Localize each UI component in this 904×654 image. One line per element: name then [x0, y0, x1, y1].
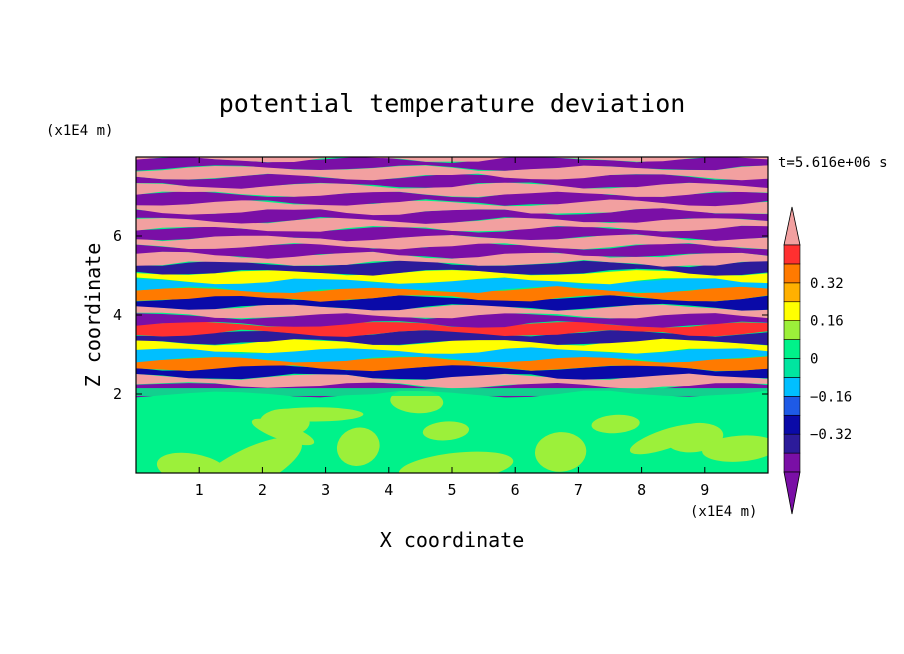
colorbar-extend-low	[783, 471, 801, 515]
y-tick-label: 2	[113, 385, 122, 403]
colorbar-bin	[783, 320, 801, 340]
field-band	[136, 277, 768, 293]
field-band	[136, 269, 768, 285]
field-band	[136, 225, 768, 242]
time-label: t=5.616e+06 s	[778, 155, 888, 171]
plot-area	[136, 157, 768, 473]
colorbar-label: 0.32	[810, 276, 844, 292]
field-patch	[629, 424, 702, 455]
colorbar-bin	[783, 358, 801, 378]
field-patch	[156, 452, 230, 473]
field-band	[136, 165, 768, 181]
colorbar: 0.32 0.16 0 −0.16 −0.32	[783, 206, 852, 515]
x-tick-label: 2	[258, 481, 267, 499]
y-axis-ticks: 2 4 6	[113, 227, 768, 403]
x-tick-label: 3	[321, 481, 330, 499]
colorbar-bin	[783, 301, 801, 321]
field-patch	[398, 451, 514, 473]
field-band	[136, 208, 768, 224]
field-patch	[192, 437, 302, 473]
x-tick-label: 8	[637, 481, 646, 499]
field-band	[136, 373, 768, 389]
field-patch	[591, 414, 640, 434]
x-axis-ticks: 1 2 3 4 5 6 7 8 9	[195, 157, 709, 499]
x-tick-label: 7	[574, 481, 583, 499]
colorbar-label: −0.16	[810, 389, 852, 405]
field-patch	[422, 421, 470, 441]
colorbar-bin	[783, 452, 801, 473]
x-tick-label: 5	[447, 481, 456, 499]
field-band	[136, 182, 768, 197]
field-patch	[534, 432, 587, 472]
field-band	[136, 234, 768, 250]
field-transition	[136, 388, 768, 396]
field-band	[136, 321, 768, 337]
x-tick-label: 1	[195, 481, 204, 499]
colorbar-label: −0.32	[810, 427, 852, 443]
field-band	[136, 260, 768, 276]
colorbar-extend-high	[783, 206, 801, 246]
colorbar-bin	[783, 263, 801, 284]
field-patch	[336, 427, 380, 466]
x-tick-label: 9	[700, 481, 709, 499]
field-band	[136, 217, 768, 232]
y-axis-label: Z coordinate	[81, 243, 105, 388]
field-patch	[702, 435, 768, 462]
colorbar-label: 0.16	[810, 314, 844, 330]
colorbar-bin	[783, 396, 801, 416]
y-tick-label: 6	[113, 227, 122, 245]
field-band	[136, 242, 768, 259]
x-axis-label: X coordinate	[380, 528, 525, 552]
colorbar-bin	[783, 377, 801, 397]
field-band	[136, 356, 768, 372]
colorbar-bin	[783, 339, 801, 359]
field-band	[136, 286, 768, 302]
colorbar-bin	[783, 414, 801, 435]
field-band	[136, 364, 768, 380]
x-tick-label: 4	[384, 481, 393, 499]
field-band	[136, 294, 768, 311]
y-tick-label: 4	[113, 306, 122, 324]
field-band	[136, 303, 768, 319]
field-band	[136, 330, 768, 346]
field-band	[136, 312, 768, 328]
field-band	[136, 199, 768, 216]
chart-title: potential temperature deviation	[219, 89, 686, 118]
x-tick-label: 6	[511, 481, 520, 499]
field-band	[136, 190, 768, 207]
field-patch	[251, 418, 315, 446]
y-unit-label: (x1E4 m)	[46, 123, 113, 139]
field-band	[136, 173, 768, 189]
x-unit-label: (x1E4 m)	[690, 504, 757, 520]
colorbar-label: 0	[810, 352, 818, 368]
colorbar-bin	[783, 282, 801, 303]
colorbar-bin	[783, 244, 801, 265]
colorbar-bin	[783, 433, 801, 454]
